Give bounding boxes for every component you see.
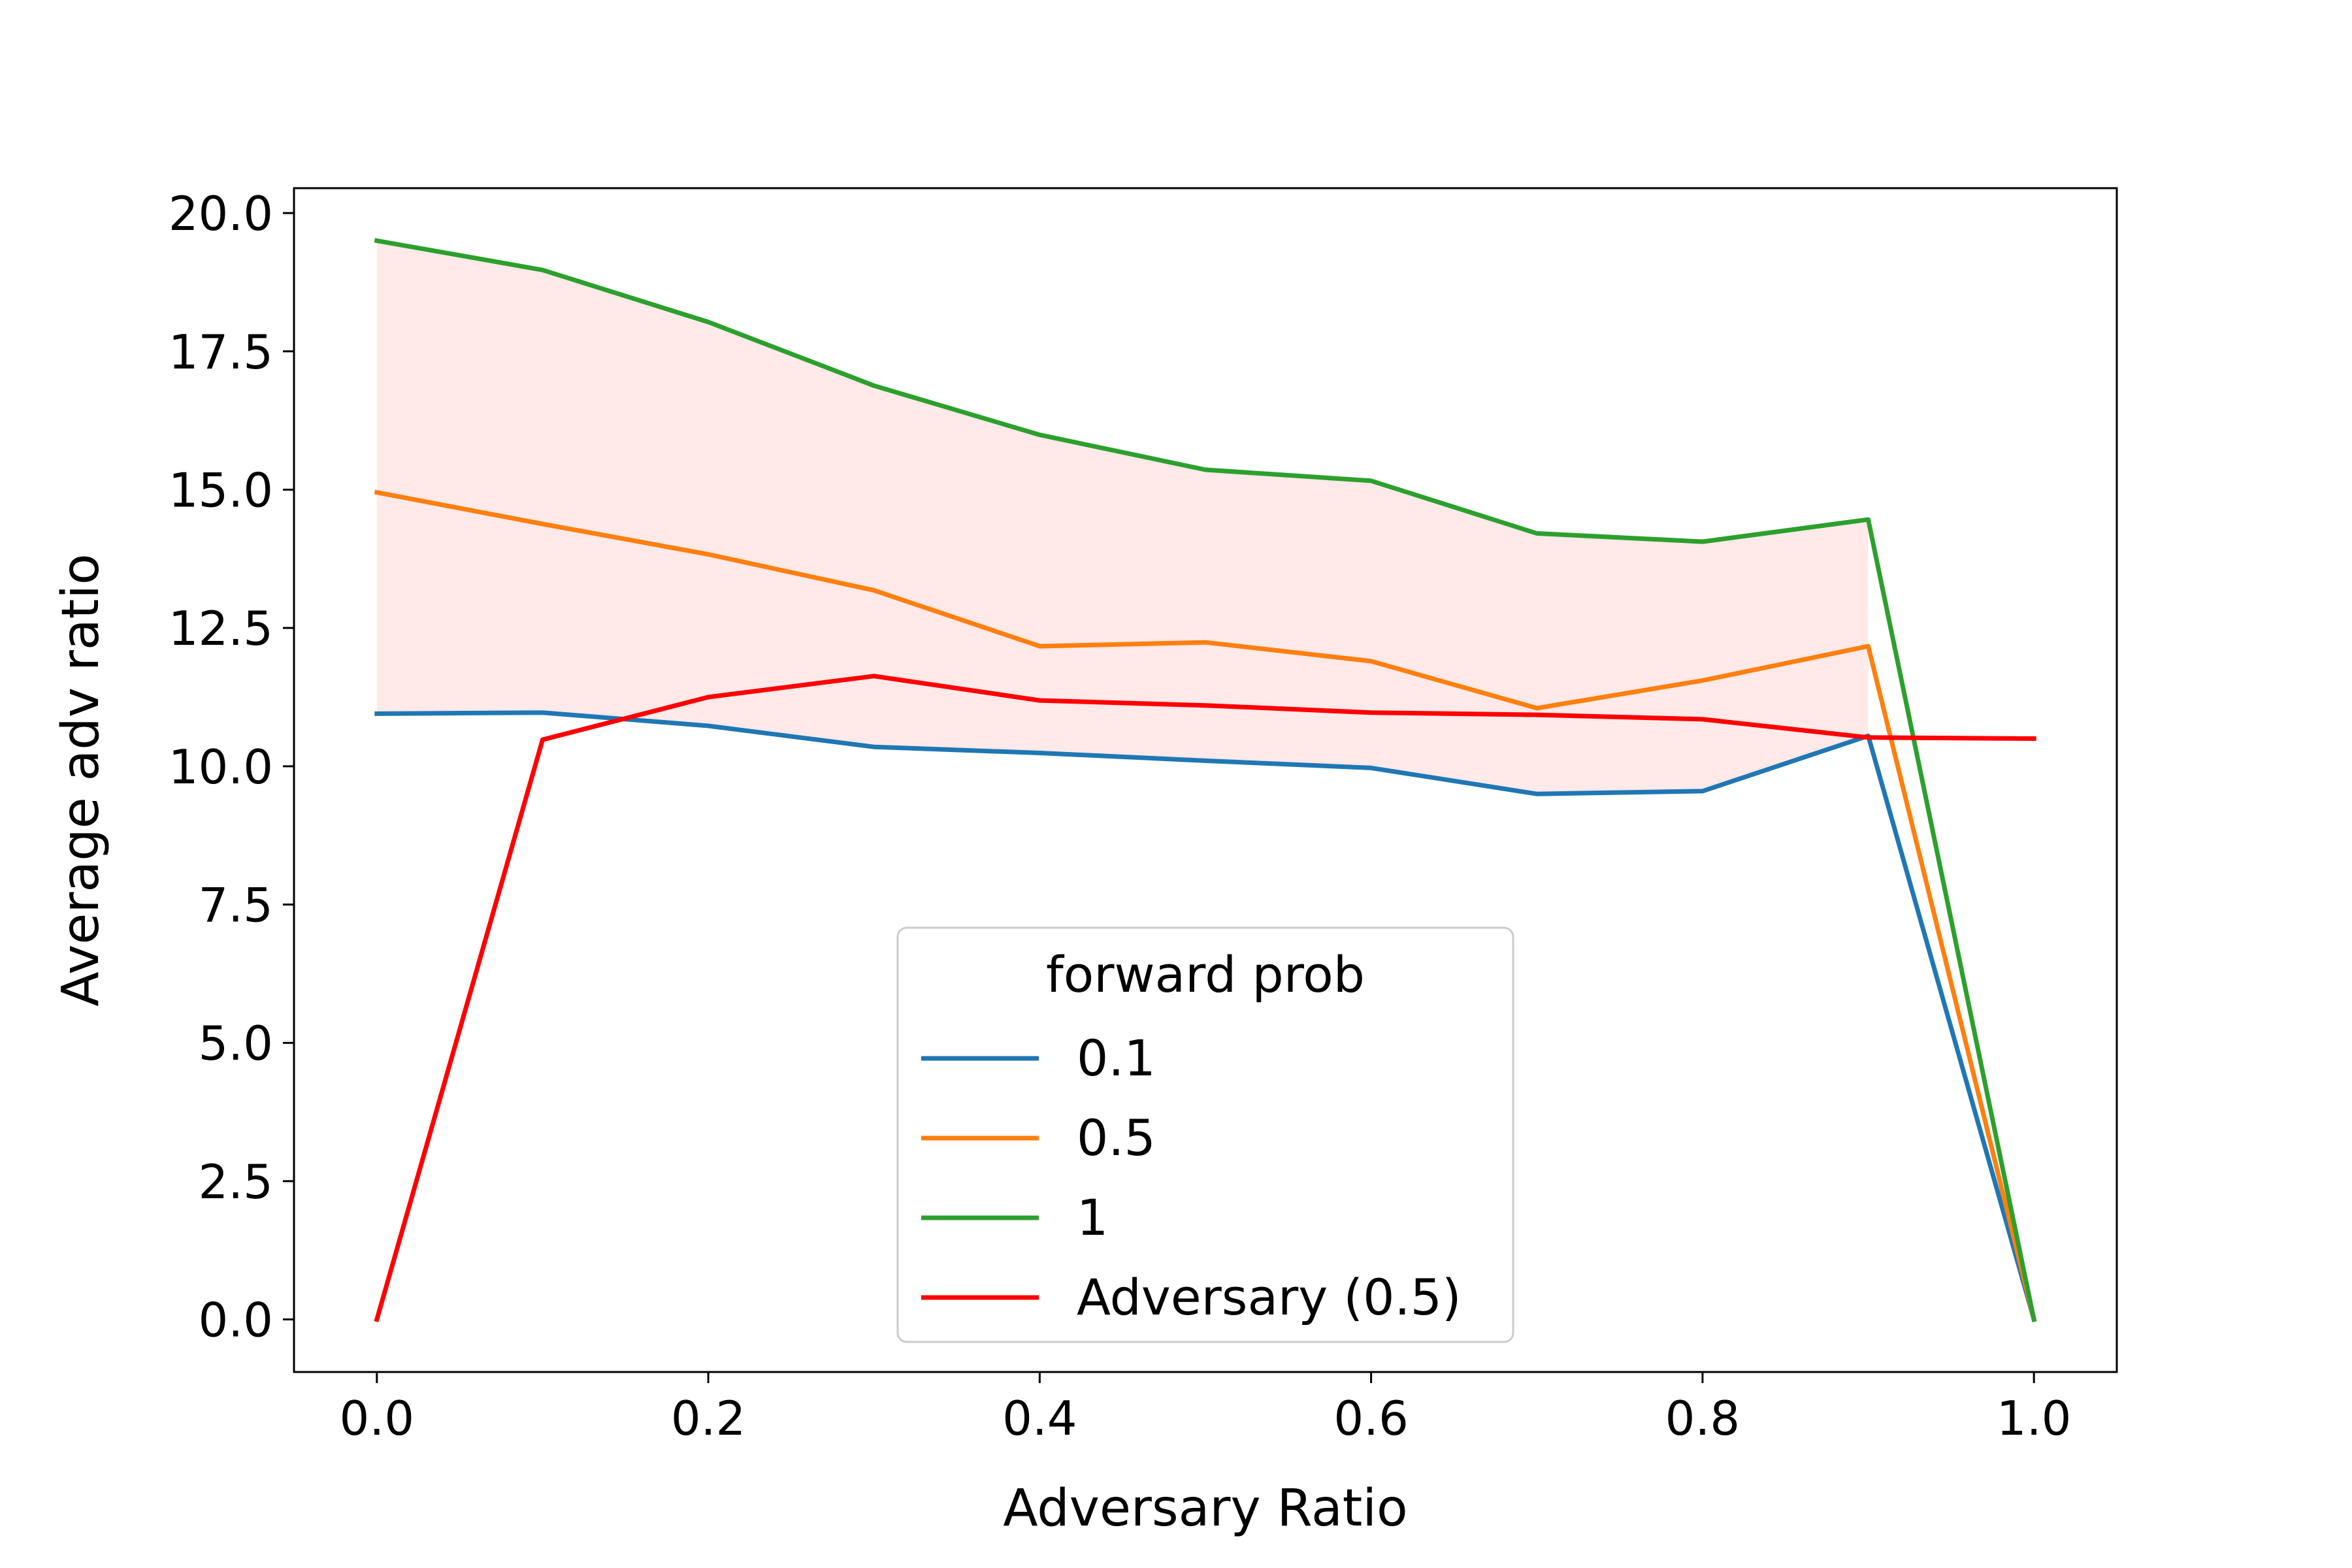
plot-frame bbox=[293, 187, 2118, 1373]
y-tick-label: 20.0 bbox=[169, 186, 273, 241]
y-axis-ticks: 0.0 2.5 5.0 7.5 10.0 12.5 15.0 17.5 20.0 bbox=[169, 186, 294, 1348]
series-line-3 bbox=[374, 674, 2036, 1322]
x-tick-label: 1.0 bbox=[1997, 1391, 2072, 1446]
series-line-1 bbox=[374, 489, 2037, 1322]
x-tick-label: 0.8 bbox=[1665, 1391, 1740, 1446]
x-tick-label: 0.2 bbox=[671, 1391, 746, 1446]
x-tick-label: 0.6 bbox=[1333, 1391, 1409, 1446]
x-tick-label: 0.0 bbox=[340, 1391, 415, 1446]
y-tick-label: 15.0 bbox=[169, 463, 273, 517]
x-tick-label: 0.4 bbox=[1002, 1391, 1077, 1446]
series-line-0 bbox=[374, 710, 2037, 1322]
y-tick-label: 17.5 bbox=[169, 325, 273, 380]
legend-entries: 0.1 0.5 1 Adversary (0.5) bbox=[921, 1029, 1462, 1326]
legend-label-2: 1 bbox=[1077, 1188, 1108, 1247]
series-layer bbox=[374, 238, 2037, 1322]
x-axis-ticks: 0.0 0.2 0.4 0.6 0.8 1.0 bbox=[340, 1372, 2072, 1446]
legend-label-3: Adversary (0.5) bbox=[1077, 1268, 1462, 1326]
legend-label-0: 0.1 bbox=[1077, 1029, 1156, 1087]
legend-label-1: 0.5 bbox=[1077, 1109, 1156, 1167]
band-layer bbox=[376, 240, 1869, 794]
legend: forward prob 0.1 0.5 1 Adversary (0.5) bbox=[896, 926, 1514, 1343]
y-tick-label: 12.5 bbox=[169, 601, 273, 656]
y-axis-label: Average adv ratio bbox=[52, 553, 110, 1006]
shaded-band bbox=[376, 240, 1869, 794]
y-tick-label: 0.0 bbox=[198, 1293, 273, 1348]
y-tick-label: 7.5 bbox=[198, 878, 273, 933]
legend-title: forward prob bbox=[1046, 945, 1365, 1004]
legend-frame bbox=[896, 926, 1514, 1343]
y-tick-label: 10.0 bbox=[169, 740, 273, 794]
y-tick-label: 5.0 bbox=[198, 1016, 273, 1071]
y-tick-label: 2.5 bbox=[198, 1154, 273, 1209]
x-axis-label: Adversary Ratio bbox=[1003, 1479, 1407, 1538]
series-line-2 bbox=[374, 238, 2037, 1322]
